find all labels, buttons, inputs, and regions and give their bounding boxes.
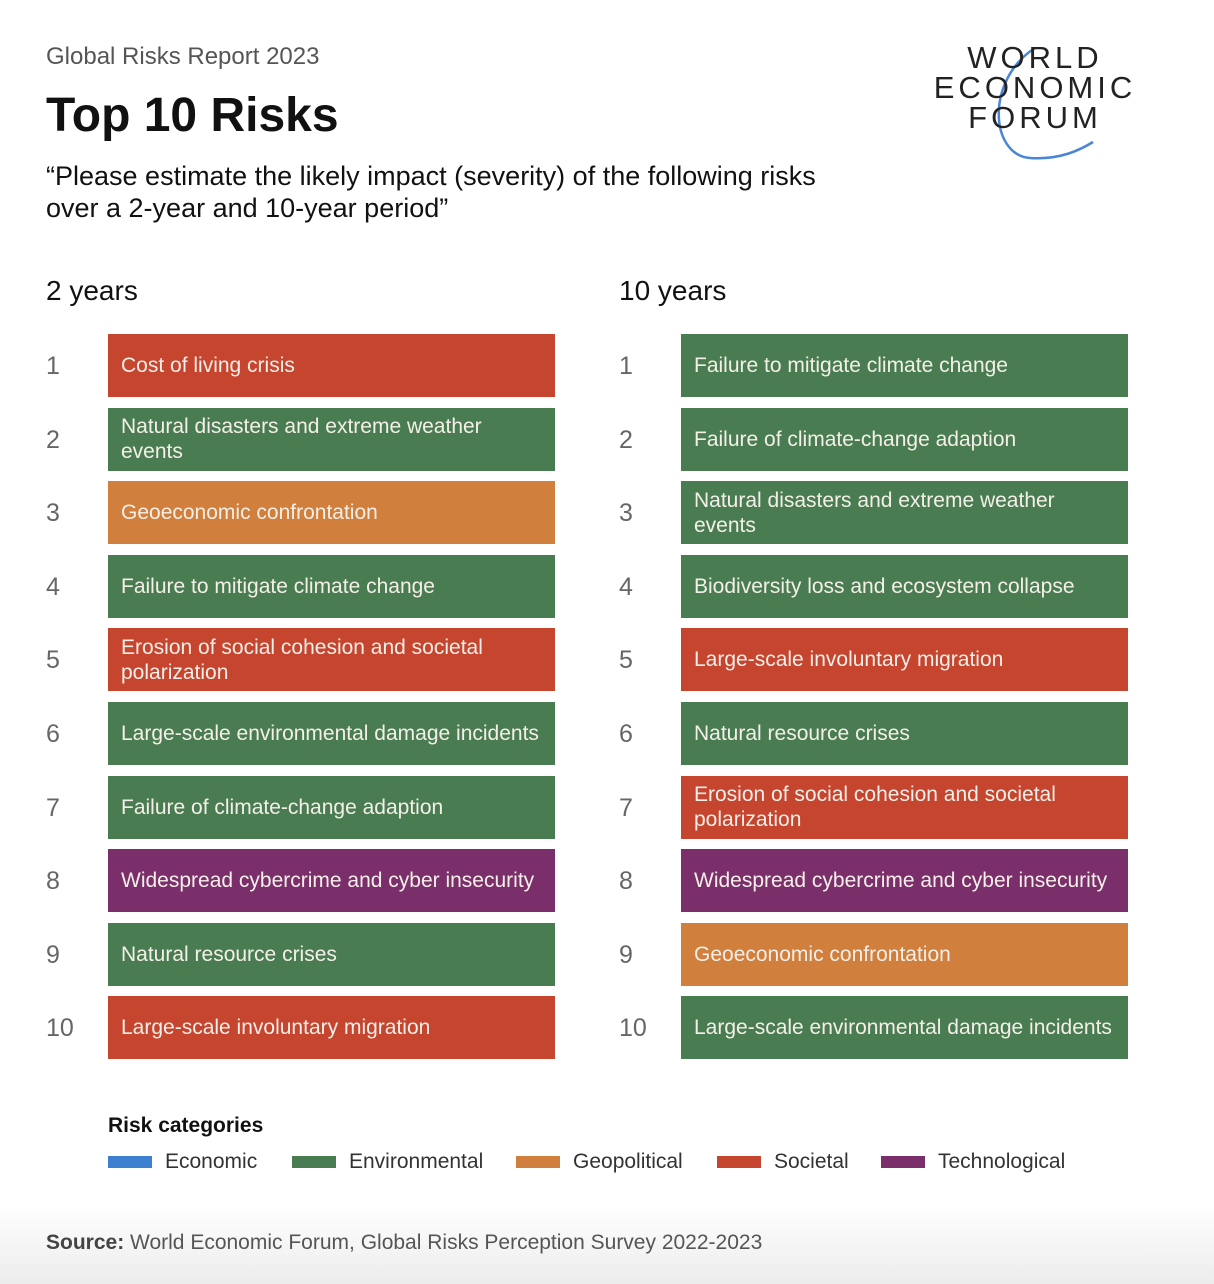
risk-label: Biodiversity loss and ecosystem collapse xyxy=(694,574,1075,598)
report-name: Global Risks Report 2023 xyxy=(46,43,320,70)
risk-item: Large-scale involuntary migration xyxy=(108,996,555,1060)
column-heading-10-years: 10 years xyxy=(619,275,727,306)
risk-item: Biodiversity loss and ecosystem collapse xyxy=(681,554,1128,618)
risk-label: Erosion of social cohesion and societal … xyxy=(121,635,483,684)
legend-title: Risk categories xyxy=(108,1114,264,1137)
risk-item: Natural resource crises xyxy=(681,702,1128,765)
risk-item: Widespread cybercrime and cyber insecuri… xyxy=(108,849,555,913)
rank-number: 7 xyxy=(619,793,633,822)
rank-number: 6 xyxy=(619,720,633,748)
legend-swatch xyxy=(292,1156,336,1168)
background-fade xyxy=(0,1204,1214,1284)
rank-number: 1 xyxy=(619,352,633,380)
legend-swatch xyxy=(108,1156,152,1168)
risk-label: Natural resource crises xyxy=(694,722,910,745)
risk-label: Geoeconomic confrontation xyxy=(121,501,378,525)
risk-item: Failure to mitigate climate change xyxy=(108,554,555,618)
source-text: World Economic Forum, Global Risks Perce… xyxy=(124,1231,763,1254)
risk-label: Geoeconomic confrontation xyxy=(694,942,951,966)
legend-label: Technological xyxy=(938,1150,1066,1173)
risk-item: Natural disasters and extreme weather ev… xyxy=(108,407,555,471)
rank-number: 3 xyxy=(619,499,633,528)
risk-item: Erosion of social cohesion and societal … xyxy=(681,775,1128,839)
page-title: Top 10 Risks xyxy=(46,89,339,142)
rank-number: 8 xyxy=(46,867,60,896)
legend-item: Economic xyxy=(108,1150,257,1174)
risk-item: Erosion of social cohesion and societal … xyxy=(108,628,555,692)
risk-label: Large-scale involuntary migration xyxy=(121,1016,431,1040)
logo-arc-icon xyxy=(997,46,1094,160)
risk-item: Geoeconomic confrontation xyxy=(108,481,555,545)
risk-label: Failure to mitigate climate change xyxy=(694,354,1008,377)
rank-number: 9 xyxy=(619,940,633,969)
risk-label: Failure of climate-change adaption xyxy=(694,427,1017,451)
risk-label: Widespread cybercrime and cyber insecuri… xyxy=(121,869,535,893)
rank-number: 6 xyxy=(46,720,60,748)
legend-item: Geopolitical xyxy=(516,1150,683,1174)
rank-number: 7 xyxy=(46,793,60,822)
rank-number: 10 xyxy=(619,1014,647,1043)
legend-swatch xyxy=(516,1156,560,1168)
risk-label: Erosion of social cohesion and societal … xyxy=(694,783,1056,832)
rank-number: 2 xyxy=(46,425,60,454)
risk-item: Failure of climate-change adaption xyxy=(108,775,555,839)
rank-number: 10 xyxy=(46,1014,74,1043)
rank-number: 2 xyxy=(619,425,633,454)
risk-label: Natural disasters and extreme weather ev… xyxy=(694,488,1055,537)
risk-label: Large-scale environmental damage inciden… xyxy=(121,722,539,745)
legend-label: Environmental xyxy=(349,1150,484,1173)
rank-number: 3 xyxy=(46,499,60,528)
risk-item: Failure of climate-change adaption xyxy=(681,407,1128,471)
logo-line: ECONOMIC xyxy=(933,70,1137,105)
risk-label: Failure of climate-change adaption xyxy=(121,795,444,819)
legend-swatch xyxy=(881,1156,925,1168)
risk-item: Failure to mitigate climate change xyxy=(681,334,1128,397)
legend-label: Geopolitical xyxy=(573,1150,683,1173)
risk-label: Cost of living crisis xyxy=(121,354,295,377)
rank-number: 5 xyxy=(46,646,60,675)
risk-item: Large-scale environmental damage inciden… xyxy=(108,702,555,765)
survey-question: “Please estimate the likely impact (seve… xyxy=(46,161,816,223)
rank-number: 1 xyxy=(46,352,60,380)
column-heading-2-years: 2 years xyxy=(46,275,138,306)
risk-label: Widespread cybercrime and cyber insecuri… xyxy=(694,869,1108,893)
risk-label: Large-scale environmental damage inciden… xyxy=(694,1016,1112,1040)
rank-number: 4 xyxy=(46,572,60,601)
risk-label: Natural disasters and extreme weather ev… xyxy=(121,415,482,464)
risk-item: Natural resource crises xyxy=(108,922,555,986)
risk-item: Geoeconomic confrontation xyxy=(681,922,1128,986)
legend-label: Economic xyxy=(165,1150,258,1173)
rank-number: 4 xyxy=(619,572,633,601)
wef-logo: WORLD ECONOMIC FORUM xyxy=(930,40,1140,165)
legend-label: Societal xyxy=(774,1150,849,1173)
logo-line: FORUM xyxy=(968,100,1102,135)
risk-item: Cost of living crisis xyxy=(108,334,555,397)
rank-number: 8 xyxy=(619,867,633,896)
logo-line: WORLD xyxy=(967,40,1103,75)
source-note: Source: World Economic Forum, Global Ris… xyxy=(46,1231,762,1255)
rank-number: 5 xyxy=(619,646,633,675)
risk-label: Large-scale involuntary migration xyxy=(694,648,1004,672)
legend-item: Technological xyxy=(881,1150,1065,1174)
risk-label: Natural resource crises xyxy=(121,942,337,966)
risk-item: Natural disasters and extreme weather ev… xyxy=(681,481,1128,545)
risk-label: Failure to mitigate climate change xyxy=(121,574,435,598)
risk-item: Large-scale involuntary migration xyxy=(681,628,1128,692)
legend-item: Societal xyxy=(717,1150,849,1174)
legend-swatch xyxy=(717,1156,761,1168)
source-label: Source: xyxy=(46,1231,125,1254)
risk-item: Widespread cybercrime and cyber insecuri… xyxy=(681,849,1128,913)
legend-item: Environmental xyxy=(292,1150,483,1174)
risk-item: Large-scale environmental damage inciden… xyxy=(681,996,1128,1060)
rank-number: 9 xyxy=(46,940,60,969)
